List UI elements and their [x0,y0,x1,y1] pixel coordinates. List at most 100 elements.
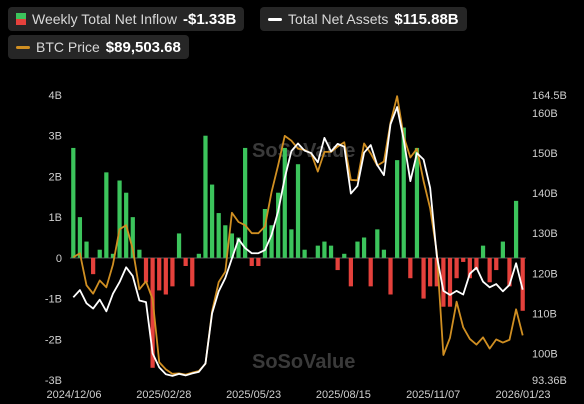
inflow-bar [368,257,373,287]
right-tick-label: 110B [532,308,557,320]
inflow-bars [71,127,525,368]
inflow-bar [243,147,248,258]
inflow-bar [223,225,228,258]
inflow-bar [256,257,261,266]
x-axis-ticks: 2024/12/06 2025/02/28 2025/05/23 2025/08/15… [46,389,550,401]
inflow-bar [157,257,162,291]
left-tick-label: -3B [45,375,62,387]
inflow-bar [414,147,420,258]
left-tick-label: 2B [49,171,62,183]
left-tick-label: 4B [49,90,62,102]
inflow-bar [91,257,96,275]
inflow-bar [421,257,426,299]
inflow-bar [276,192,281,258]
inflow-bar [388,257,393,295]
inflow-bar [348,257,353,287]
right-tick-label: 130B [532,228,558,240]
inflow-bar [190,257,195,287]
inflow-bar [520,257,525,311]
inflow-bar [428,257,433,287]
inflow-bar [117,180,122,258]
inflow-bar [375,229,380,258]
inflow-bar [355,241,360,258]
legend-btc-label: BTC Price [36,39,100,55]
legend-inflow[interactable]: Weekly Total Net Inflow -$1.33B [8,7,245,31]
inflow-bar [401,127,406,258]
left-tick-label: 1B [49,212,62,224]
inflow-bar [467,257,472,279]
legend-assets[interactable]: Total Net Assets $115.88B [260,7,467,31]
inflow-bar [262,209,268,258]
inflow-bar [209,184,215,258]
inflow-bar [104,172,109,258]
legend-btc-value: $89,503.68 [105,38,181,56]
right-tick-label: 120B [532,268,558,280]
inflow-bar [513,200,519,258]
x-tick-label: 2024/12/06 [46,389,101,401]
inflow-bar [507,257,512,287]
inflow-bar [480,245,486,258]
inflow-bar [474,257,479,271]
inflow-bar [335,257,340,271]
inflow-bar [249,257,254,266]
right-tick-label: 93.36B [532,375,567,387]
inflow-bar [183,257,188,266]
inflow-bar [315,245,320,258]
inflow-bar [487,257,492,283]
inflow-bar [137,249,142,258]
inflow-bar [282,147,287,258]
legend-inflow-value: -$1.33B [183,10,237,28]
inflow-bar [494,257,499,271]
assets-swatch-icon [268,17,282,21]
x-tick-label: 2025/05/23 [226,389,281,401]
watermark-logo-bottom: SoSoValue [252,351,355,373]
inflow-bar [150,257,155,368]
inflow-bar [130,217,135,258]
inflow-bar [77,217,83,258]
x-tick-label: 2025/08/15 [316,389,371,401]
left-tick-label: 3B [49,131,62,143]
left-tick-label: 0 [56,253,62,265]
inflow-bar [441,257,446,307]
inflow-bar [203,135,208,258]
right-tick-label: 164.5B [532,90,567,102]
inflow-bar [236,237,241,258]
inflow-bar [322,241,327,258]
inflow-bar [342,253,347,258]
inflow-bar [381,249,387,258]
legend-inflow-label: Weekly Total Net Inflow [32,11,177,27]
inflow-bar [447,257,453,307]
x-tick-label: 2025/02/28 [136,389,191,401]
inflow-bar [143,257,149,283]
inflow-bar [361,237,367,258]
inflow-swatch-icon [16,13,26,25]
inflow-bar [84,241,89,258]
legend-assets-label: Total Net Assets [288,11,389,27]
inflow-bar [110,253,116,258]
inflow-bar [302,249,307,258]
inflow-bar [196,253,201,258]
inflow-bar [216,213,221,258]
legend-btc[interactable]: BTC Price $89,503.68 [8,35,189,59]
inflow-bar [461,257,466,262]
inflow-bar [309,257,314,259]
left-axis-ticks: 4B 3B 2B 1B 0 -1B -2B -3B [45,90,62,387]
inflow-bar [454,257,459,279]
right-axis-ticks: 164.5B 160B 150B 140B 130B 120B 110B 100B 93.36B [532,90,567,387]
inflow-bar [71,147,76,258]
inflow-bar [328,245,334,258]
x-tick-label: 2026/01/23 [495,389,550,401]
legend-assets-value: $115.88B [394,10,459,28]
inflow-bar [295,164,301,258]
right-tick-label: 140B [532,188,558,200]
btc-price-line [72,95,524,376]
total-net-assets-line [72,106,524,377]
inflow-bar [289,229,294,258]
inflow-bar [500,241,505,258]
left-tick-label: -1B [45,294,62,306]
left-tick-label: -2B [45,334,62,346]
right-tick-label: 150B [532,148,558,160]
x-tick-label: 2025/11/07 [406,389,460,401]
inflow-bar [434,257,439,287]
